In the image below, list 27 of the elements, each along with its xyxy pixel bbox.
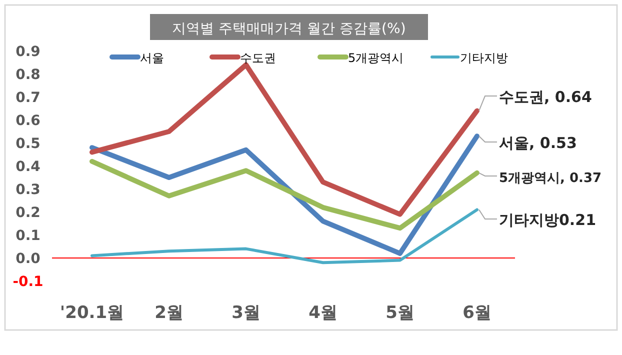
x-tick-label: 5월	[386, 303, 414, 323]
x-tick-label: 4월	[308, 303, 338, 323]
legend-label: 5개광역시	[348, 51, 404, 65]
x-tick-label: 2월	[154, 303, 184, 323]
legend-label: 기타지방	[460, 51, 508, 65]
x-tick-label: 6월	[462, 303, 492, 323]
y-tick-label: 0.7	[16, 90, 40, 106]
y-tick-label: 0.8	[16, 67, 40, 83]
y-tick-label: -0.1	[12, 274, 44, 290]
chart-title: 지역별 주택매매가격 월간 증감률(%)	[172, 21, 406, 37]
y-tick-label: 0.0	[16, 251, 41, 267]
x-tick-label: 3월	[232, 303, 260, 323]
y-tick-label: 0.6	[16, 113, 40, 129]
annotation: 서울, 0.53	[499, 134, 577, 152]
x-tick-label: '20.1월	[60, 303, 124, 323]
y-tick-label: 0.1	[16, 228, 40, 244]
legend-label: 수도권	[240, 51, 276, 65]
annotation: 기타지방0.21	[499, 211, 596, 229]
annotation: 수도권, 0.64	[499, 88, 592, 106]
y-tick-label: 0.5	[16, 136, 40, 152]
y-tick-label: 0.4	[16, 159, 41, 175]
line-series	[90, 208, 478, 264]
y-tick-label: 0.9	[16, 44, 40, 60]
annotation: 5개광역시, 0.37	[499, 171, 602, 186]
legend-label: 서울	[140, 51, 164, 65]
y-tick-label: 0.2	[16, 205, 40, 221]
y-tick-label: 0.3	[16, 182, 40, 198]
